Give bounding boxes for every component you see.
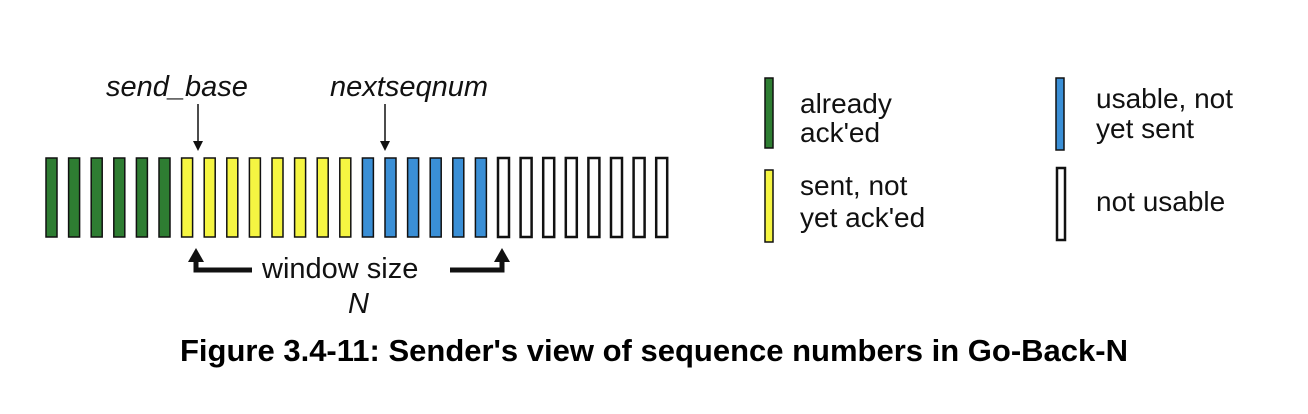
seq-box-usable-not-sent: [385, 158, 396, 237]
legend-item-not-usable: not usable: [1057, 168, 1225, 240]
seq-box-not-usable: [498, 158, 509, 237]
seq-box-not-usable: [521, 158, 532, 237]
legend-label-sent-not-acked-line1: sent, not: [800, 170, 908, 201]
seq-box-not-usable: [588, 158, 599, 237]
seq-box-not-usable: [611, 158, 622, 237]
legend-label-usable-not-sent-line2: yet sent: [1096, 113, 1194, 144]
seq-box-sent-not-acked: [272, 158, 283, 237]
seq-box-usable-not-sent: [475, 158, 486, 237]
seq-box-usable-not-sent: [362, 158, 373, 237]
seq-box-sent-not-acked: [204, 158, 215, 237]
legend-label-already-acked-line2: ack'ed: [800, 117, 880, 148]
window-size-label: window size: [261, 253, 418, 285]
seq-box-not-usable: [656, 158, 667, 237]
legend-label-not-usable: not usable: [1096, 186, 1225, 217]
legend-item-sent-not-acked: sent, not yet ack'ed: [765, 170, 925, 242]
legend-swatch-sent-not-acked: [765, 170, 773, 242]
seq-box-already-acked: [46, 158, 57, 237]
seq-box-sent-not-acked: [295, 158, 306, 237]
legend: already ack'ed sent, not yet ack'ed usab…: [765, 78, 1233, 242]
seq-box-not-usable: [634, 158, 645, 237]
legend-item-usable-not-sent: usable, not yet sent: [1056, 78, 1233, 150]
legend-swatch-usable-not-sent: [1056, 78, 1064, 150]
seq-box-usable-not-sent: [430, 158, 441, 237]
window-left-arrowhead: [188, 248, 204, 262]
window-right-arrowhead: [494, 248, 510, 262]
seq-box-sent-not-acked: [340, 158, 351, 237]
seq-box-not-usable: [543, 158, 554, 237]
nextseqnum-label: nextseqnum: [330, 71, 488, 103]
send-base-label: send_base: [106, 71, 248, 103]
legend-label-sent-not-acked-line2: yet ack'ed: [800, 202, 925, 233]
legend-swatch-already-acked: [765, 78, 773, 148]
seq-box-already-acked: [136, 158, 147, 237]
seq-box-usable-not-sent: [408, 158, 419, 237]
seq-box-usable-not-sent: [453, 158, 464, 237]
legend-label-already-acked-line1: already: [800, 88, 892, 119]
seq-box-already-acked: [159, 158, 170, 237]
sequence-number-boxes: [46, 158, 667, 237]
legend-swatch-not-usable: [1057, 168, 1065, 240]
legend-label-usable-not-sent-line1: usable, not: [1096, 83, 1233, 114]
seq-box-already-acked: [114, 158, 125, 237]
seq-box-sent-not-acked: [317, 158, 328, 237]
figure-caption: Figure 3.4-11: Sender's view of sequence…: [0, 333, 1308, 369]
seq-box-sent-not-acked: [227, 158, 238, 237]
seq-box-sent-not-acked: [249, 158, 260, 237]
seq-box-already-acked: [91, 158, 102, 237]
seq-box-already-acked: [69, 158, 80, 237]
window-n-label: N: [348, 288, 369, 320]
seq-box-sent-not-acked: [182, 158, 193, 237]
seq-box-not-usable: [566, 158, 577, 237]
legend-item-already-acked: already ack'ed: [765, 78, 892, 148]
